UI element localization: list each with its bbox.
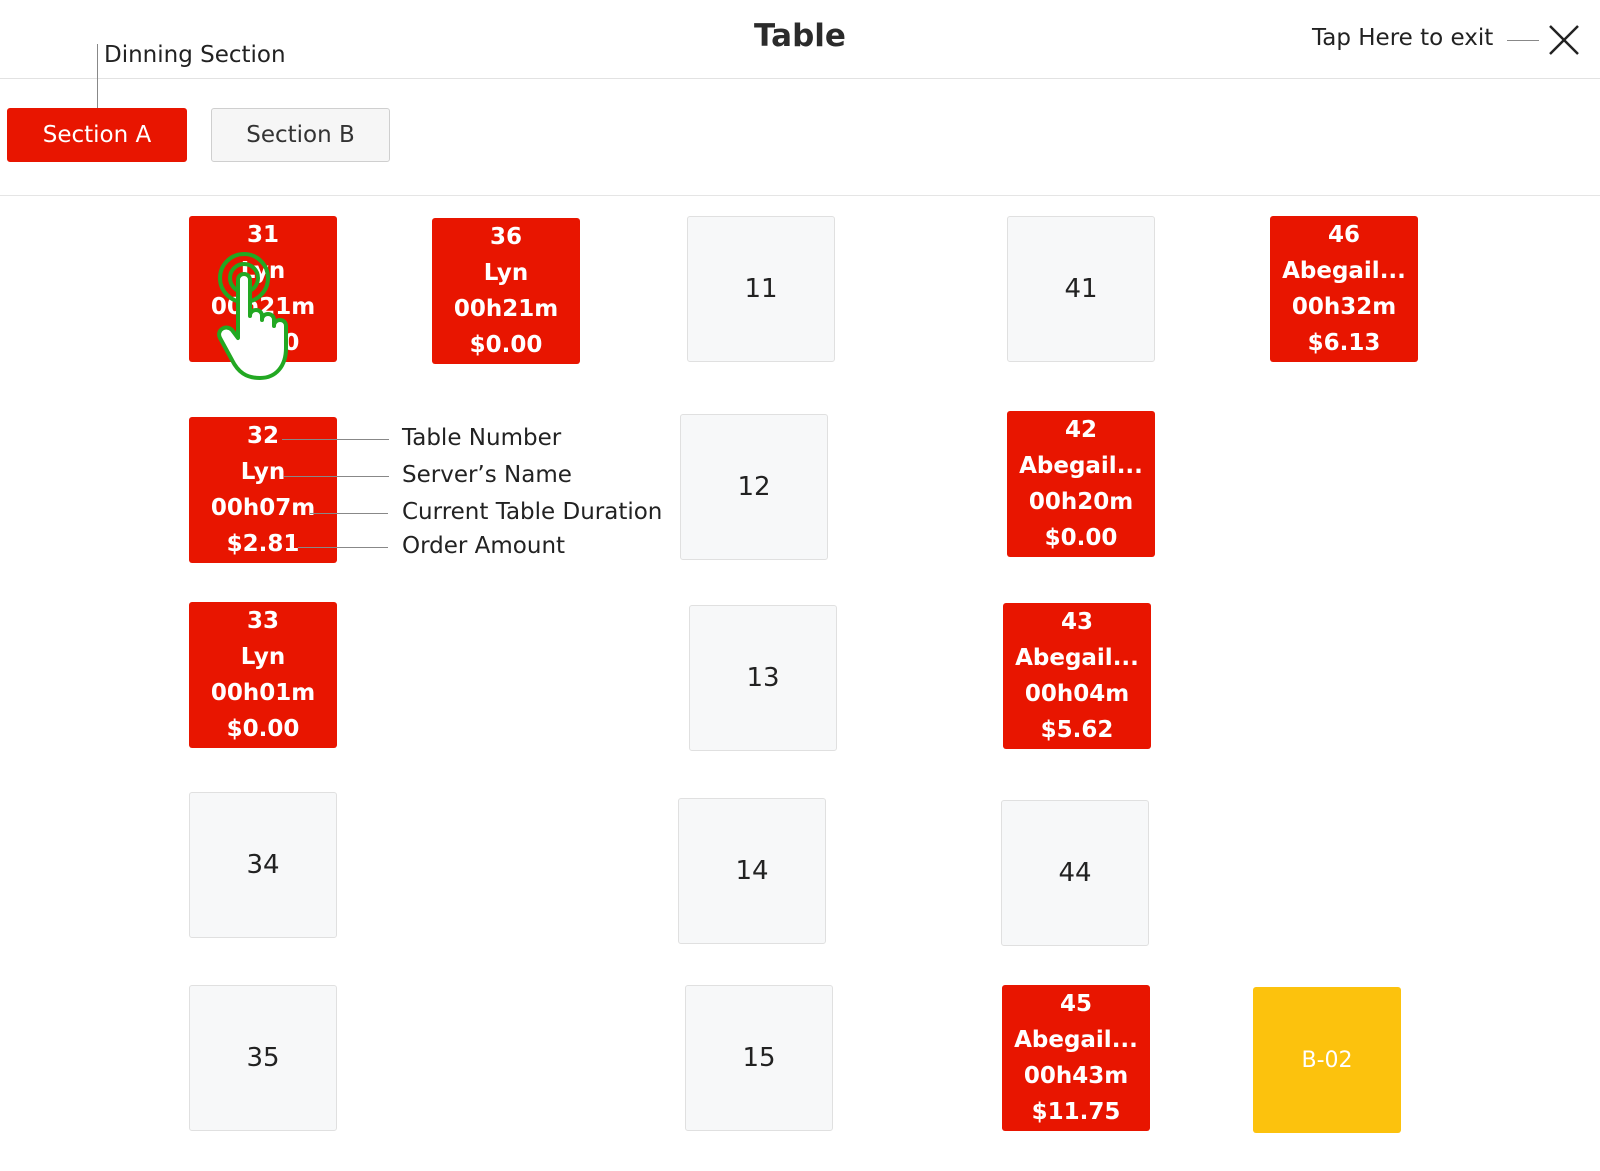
server-name-annotation: Server’s Name — [402, 462, 572, 488]
table-b-02[interactable]: B-02 — [1253, 987, 1401, 1133]
table-34[interactable]: 34 — [189, 792, 337, 938]
server-name: Abegail... — [1282, 258, 1406, 284]
order-amount-annotation: Order Amount — [402, 533, 566, 559]
table-duration: 00h20m — [1028, 489, 1134, 515]
table-duration: 00h21m — [453, 296, 559, 322]
table-number: 45 — [1059, 991, 1092, 1017]
dining-section-leader-line — [97, 44, 98, 122]
table-number: 36 — [489, 224, 522, 250]
order-amount: $6.13 — [1307, 330, 1381, 356]
server-name: Abegail... — [1014, 1027, 1138, 1053]
server-name-leader-line — [284, 476, 389, 477]
dining-section-annotation: Dinning Section — [104, 42, 286, 68]
table-13[interactable]: 13 — [689, 605, 837, 751]
table-number-annotation: Table Number — [402, 425, 562, 451]
header-bar: Table Tap Here to exit — [0, 0, 1600, 79]
server-name: Lyn — [240, 258, 286, 284]
order-amount: $2.81 — [226, 531, 300, 557]
order-amount: $0.00 — [226, 330, 300, 356]
table-14[interactable]: 14 — [678, 798, 826, 944]
table-number: 15 — [742, 1043, 776, 1073]
duration-annotation: Current Table Duration — [402, 499, 663, 525]
table-36[interactable]: 36 Lyn 00h21m $0.00 — [432, 218, 580, 364]
table-number: 44 — [1058, 858, 1092, 888]
server-name: Lyn — [483, 260, 529, 286]
table-number: 12 — [737, 472, 771, 502]
table-number: 42 — [1064, 417, 1097, 443]
table-number: 34 — [246, 850, 280, 880]
table-duration: 00h07m — [210, 495, 316, 521]
table-number: B-02 — [1301, 1047, 1353, 1073]
table-number-leader-line — [282, 439, 389, 440]
order-amount: $11.75 — [1031, 1099, 1121, 1125]
table-duration: 00h43m — [1023, 1063, 1129, 1089]
table-duration: 00h01m — [210, 680, 316, 706]
table-35[interactable]: 35 — [189, 985, 337, 1131]
table-number: 46 — [1327, 222, 1360, 248]
table-duration: 00h21m — [210, 294, 316, 320]
tab-section-b[interactable]: Section B — [211, 108, 390, 162]
table-33[interactable]: 33 Lyn 00h01m $0.00 — [189, 602, 337, 748]
exit-hint-leader-line — [1507, 40, 1539, 41]
table-number: 33 — [246, 608, 279, 634]
duration-leader-line — [310, 513, 388, 514]
table-32[interactable]: 32 Lyn 00h07m $2.81 — [189, 417, 337, 563]
table-number: 41 — [1064, 274, 1098, 304]
order-amount: $5.62 — [1040, 717, 1114, 743]
table-number: 32 — [246, 423, 279, 449]
exit-hint-text: Tap Here to exit — [1312, 25, 1494, 51]
table-number: 11 — [744, 274, 778, 304]
table-15[interactable]: 15 — [685, 985, 833, 1131]
table-duration: 00h04m — [1024, 681, 1130, 707]
table-12[interactable]: 12 — [680, 414, 828, 560]
tab-section-a[interactable]: Section A — [7, 108, 187, 162]
table-number: 31 — [246, 222, 279, 248]
server-name: Abegail... — [1015, 645, 1139, 671]
server-name: Lyn — [240, 459, 286, 485]
server-name: Lyn — [240, 644, 286, 670]
table-43[interactable]: 43 Abegail... 00h04m $5.62 — [1003, 603, 1151, 749]
page-title: Table — [754, 18, 846, 54]
table-number: 43 — [1060, 609, 1093, 635]
order-amount: $0.00 — [226, 716, 300, 742]
table-44[interactable]: 44 — [1001, 800, 1149, 946]
order-amount: $0.00 — [1044, 525, 1118, 551]
close-icon[interactable] — [1546, 22, 1582, 58]
table-41[interactable]: 41 — [1007, 216, 1155, 362]
table-42[interactable]: 42 Abegail... 00h20m $0.00 — [1007, 411, 1155, 557]
order-amount-leader-line — [298, 547, 388, 548]
table-duration: 00h32m — [1291, 294, 1397, 320]
server-name: Abegail... — [1019, 453, 1143, 479]
table-45[interactable]: 45 Abegail... 00h43m $11.75 — [1002, 985, 1150, 1131]
table-46[interactable]: 46 Abegail... 00h32m $6.13 — [1270, 216, 1418, 362]
table-11[interactable]: 11 — [687, 216, 835, 362]
table-number: 14 — [735, 856, 769, 886]
section-divider — [0, 195, 1600, 196]
order-amount: $0.00 — [469, 332, 543, 358]
table-number: 13 — [746, 663, 780, 693]
table-31[interactable]: 31 Lyn 00h21m $0.00 — [189, 216, 337, 362]
table-number: 35 — [246, 1043, 280, 1073]
